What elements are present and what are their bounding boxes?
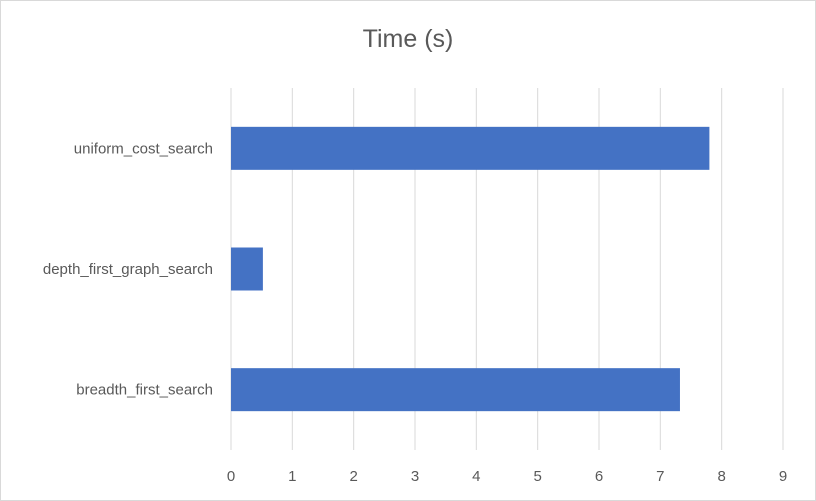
x-tick-label: 6: [595, 468, 603, 485]
category-label: breadth_first_search: [76, 382, 213, 399]
bar-uniform_cost_search: [231, 126, 710, 170]
chart-title: Time (s): [362, 25, 454, 53]
x-tick-label: 8: [717, 468, 725, 485]
x-tick-label: 4: [472, 468, 480, 485]
x-tick-label: 5: [533, 468, 541, 485]
category-label: uniform_cost_search: [74, 140, 213, 157]
x-tick-label: 7: [656, 468, 664, 485]
x-tick-label: 1: [288, 468, 296, 485]
category-label: depth_first_graph_search: [43, 261, 213, 278]
bar-depth_first_graph_search: [231, 247, 263, 291]
x-tick-label: 2: [349, 468, 357, 485]
bar-breadth_first_search: [231, 368, 680, 412]
x-tick-label: 0: [227, 468, 235, 485]
x-tick-label: 3: [411, 468, 419, 485]
x-tick-label: 9: [779, 468, 787, 485]
